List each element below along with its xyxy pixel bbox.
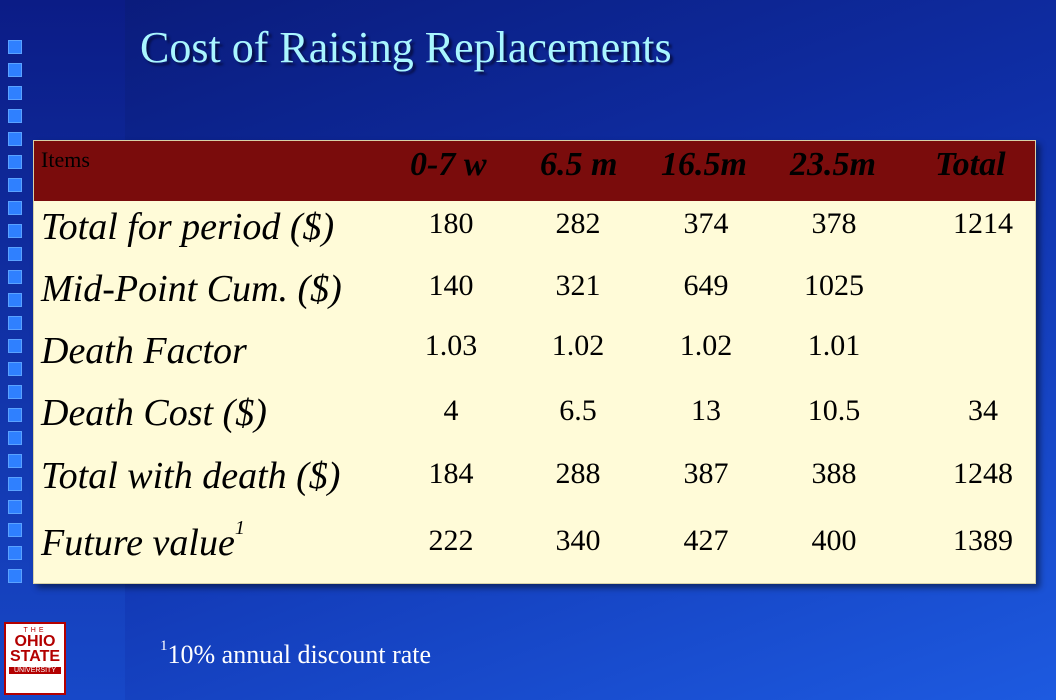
header-23-5m: 23.5m xyxy=(790,146,876,183)
square-bullet xyxy=(8,247,22,261)
slide-title: Cost of Raising Replacements xyxy=(140,23,672,72)
table-cell: 1.02 xyxy=(551,329,605,362)
footnote-text: 10% annual discount rate xyxy=(167,640,432,669)
ohio-state-logo: THE OHIO STATE UNIVERSITY xyxy=(4,622,66,695)
square-bullet xyxy=(8,178,22,192)
header-items: Items xyxy=(41,147,90,172)
square-bullet xyxy=(8,155,22,169)
row-label-total-with-death: Total with death ($) xyxy=(41,455,341,497)
cost-table: Items 0-7 w 6.5 m 16.5m 23.5m Total Tota… xyxy=(33,140,1036,584)
future-value-text: Future value xyxy=(41,522,235,564)
table-cell: 180 xyxy=(428,207,474,240)
square-bullet xyxy=(8,40,22,54)
square-bullet xyxy=(8,385,22,399)
table-cell: 321 xyxy=(555,269,601,302)
table-cell: 140 xyxy=(428,269,474,302)
square-bullet xyxy=(8,293,22,307)
square-bullet xyxy=(8,454,22,468)
square-bullet xyxy=(8,500,22,514)
table-cell: 388 xyxy=(811,457,857,490)
square-bullet xyxy=(8,431,22,445)
square-bullet xyxy=(8,270,22,284)
table-cell: 387 xyxy=(683,457,729,490)
row-label-death-cost: Death Cost ($) xyxy=(41,392,267,434)
square-bullet xyxy=(8,109,22,123)
table-cell: 10.5 xyxy=(807,394,861,427)
header-6-5m: 6.5 m xyxy=(540,146,618,183)
table-cell: 374 xyxy=(683,207,729,240)
table-cell: 6.5 xyxy=(559,394,597,427)
row-label-mid-point-cum: Mid-Point Cum. ($) xyxy=(41,268,342,310)
square-bullet xyxy=(8,477,22,491)
logo-line-state: STATE xyxy=(9,648,61,665)
row-label-future-value: Future value1 xyxy=(41,517,245,565)
square-bullet xyxy=(8,63,22,77)
table-cell: 13 xyxy=(691,394,721,427)
square-bullet xyxy=(8,408,22,422)
square-bullet xyxy=(8,546,22,560)
table-cell: 1.03 xyxy=(424,329,478,362)
footnote: 110% annual discount rate xyxy=(160,638,432,670)
square-bullet xyxy=(8,569,22,583)
square-bullet xyxy=(8,316,22,330)
square-bullet xyxy=(8,86,22,100)
table-header-row: Items 0-7 w 6.5 m 16.5m 23.5m Total xyxy=(34,141,1035,201)
row-label-death-factor: Death Factor xyxy=(41,330,247,372)
square-bullet xyxy=(8,339,22,353)
table-cell: 1.01 xyxy=(807,329,861,362)
square-bullet xyxy=(8,224,22,238)
header-0-7w: 0-7 w xyxy=(410,146,487,183)
header-16-5m: 16.5m xyxy=(661,146,747,183)
table-cell: 4 xyxy=(443,394,459,427)
square-bullet xyxy=(8,132,22,146)
header-total: Total xyxy=(935,146,1006,183)
table-cell: 340 xyxy=(555,524,601,557)
logo-line-university: UNIVERSITY xyxy=(9,667,61,674)
table-cell: 427 xyxy=(683,524,729,557)
table-cell: 288 xyxy=(555,457,601,490)
row-label-total-for-period: Total for period ($) xyxy=(41,206,335,248)
table-cell: 34 xyxy=(968,394,998,427)
square-bullet xyxy=(8,523,22,537)
table-cell: 378 xyxy=(811,207,857,240)
table-cell: 282 xyxy=(555,207,601,240)
table-cell: 1389 xyxy=(953,524,1013,557)
table-cell: 184 xyxy=(428,457,474,490)
table-cell: 1.02 xyxy=(679,329,733,362)
table-cell: 1025 xyxy=(804,269,864,302)
table-cell: 222 xyxy=(428,524,474,557)
square-bullet xyxy=(8,201,22,215)
table-cell: 649 xyxy=(683,269,729,302)
footnote-mark: 1 xyxy=(160,638,168,654)
square-bullet xyxy=(8,362,22,376)
logo-line-ohio: OHIO xyxy=(14,633,56,650)
table-cell: 1214 xyxy=(953,207,1013,240)
table-cell: 1248 xyxy=(953,457,1013,490)
table-cell: 400 xyxy=(811,524,857,557)
footnote-marker: 1 xyxy=(234,517,245,539)
logo-line-the: THE xyxy=(23,627,47,634)
square-bullets-column xyxy=(8,40,28,592)
